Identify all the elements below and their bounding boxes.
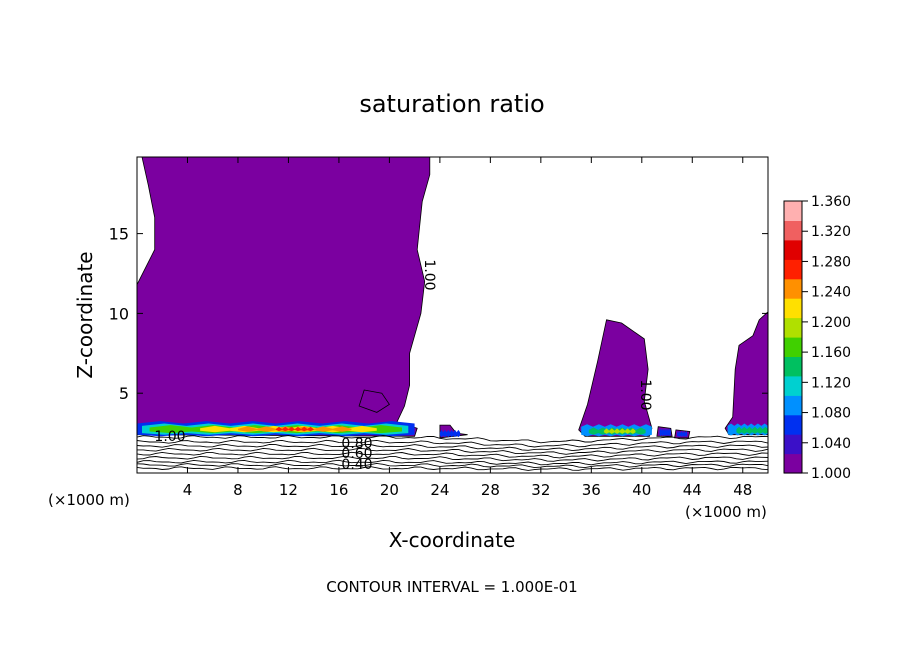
- colorbar-segment: [784, 259, 802, 280]
- contour-label: 1.00: [637, 379, 653, 410]
- saturated-region: [358, 389, 390, 413]
- contour-label: 1.00: [154, 429, 185, 445]
- colorbar-tick-label: 1.000: [811, 466, 851, 482]
- contour-interval-note: CONTOUR INTERVAL = 1.000E-01: [326, 578, 577, 596]
- y-axis-label: Z-coordinate: [73, 251, 97, 378]
- colorbar: [784, 201, 802, 474]
- x-tick-label: 4: [183, 481, 193, 499]
- supersaturation-bands: [137, 421, 768, 438]
- colorbar-segment: [784, 278, 802, 299]
- x-axis-ticks: 4 8 12 16 20 24 28 32 36 40 44 48: [183, 157, 752, 499]
- supersaturation-band: [659, 428, 671, 437]
- colorbar-tick-label: 1.160: [811, 345, 851, 361]
- saturated-region: [578, 319, 653, 437]
- contour-line: [137, 443, 768, 452]
- y-tick-label: 10: [109, 304, 129, 323]
- supersaturation-band: [275, 426, 314, 432]
- x-unit-left: (×1000 m): [48, 491, 130, 509]
- contour-line: [137, 447, 768, 455]
- contour-line: [137, 462, 768, 469]
- supersaturation-band: [677, 430, 688, 438]
- x-tick-label: 36: [582, 481, 601, 499]
- colorbar-tick-label: 1.120: [811, 375, 851, 391]
- contour-labels: 1.00 1.00 1.00 0.800.600.40: [154, 259, 653, 473]
- supersaturation-band: [603, 428, 636, 434]
- colorbar-frame: [783, 200, 803, 474]
- subsaturated-contours: [137, 435, 768, 471]
- contour-line: [137, 451, 768, 459]
- colorbar-tick-label: 1.200: [811, 315, 851, 331]
- saturated-region: [137, 157, 431, 437]
- colorbar-segment: [784, 220, 802, 241]
- colorbar-segment: [784, 337, 802, 357]
- x-tick-label: 44: [683, 481, 702, 499]
- contour-line: [137, 459, 768, 466]
- x-tick-label: 28: [481, 481, 500, 499]
- y-tick-label: 5: [119, 384, 129, 403]
- contour-label: 0.40: [341, 457, 372, 473]
- x-tick-label: 24: [430, 481, 449, 499]
- y-tick-label: 15: [109, 225, 129, 244]
- colorbar-segment: [784, 239, 802, 260]
- colorbar-tick-label: 1.240: [811, 285, 851, 301]
- saturated-region: [724, 311, 768, 436]
- x-tick-label: 32: [531, 481, 550, 499]
- colorbar-segment: [784, 298, 802, 319]
- colorbar-segment: [784, 201, 802, 221]
- colorbar-segment: [784, 375, 802, 396]
- contour-label: 0.80: [341, 436, 372, 452]
- colorbar-tick-label: 1.320: [811, 224, 851, 240]
- colorbar-tick-label: 1.360: [811, 194, 851, 210]
- contour-line: [137, 466, 768, 471]
- contour-line: [137, 455, 768, 462]
- x-tick-label: 48: [733, 481, 752, 499]
- contour-line: [137, 439, 768, 448]
- contour-line: [137, 435, 768, 444]
- colorbar-tick-label: 1.280: [811, 254, 851, 270]
- x-tick-label: 8: [233, 481, 243, 499]
- contour-label: 1.00: [421, 259, 437, 290]
- chart-title: saturation ratio: [359, 90, 544, 118]
- x-axis-label: X-coordinate: [389, 528, 516, 552]
- colorbar-segment: [784, 434, 802, 455]
- y-axis-ticks: 5 10 15: [109, 225, 768, 403]
- x-tick-label: 20: [380, 481, 399, 499]
- x-tick-label: 16: [329, 481, 348, 499]
- colorbar-tick-label: 1.040: [811, 436, 851, 452]
- colorbar-tick-labels: 1.360 1.320 1.280 1.240 1.200 1.160 1.120 1.080…: [802, 194, 851, 482]
- colorbar-tick-label: 1.080: [811, 406, 851, 422]
- supersaturation-band: [439, 429, 461, 438]
- x-unit-right: (×1000 m): [685, 503, 767, 521]
- x-tick-label: 40: [632, 481, 651, 499]
- x-tick-label: 12: [279, 481, 298, 499]
- colorbar-segment: [784, 414, 802, 435]
- plot-area: [137, 157, 768, 471]
- plot-frame: [136, 156, 769, 474]
- contour-label: 0.60: [341, 446, 372, 462]
- supersaturation-band: [736, 426, 768, 434]
- colorbar-segment: [784, 317, 802, 338]
- colorbar-segment: [784, 356, 802, 377]
- colorbar-segment: [784, 453, 802, 474]
- saturated-regions: [137, 157, 768, 439]
- colorbar-segment: [784, 395, 802, 416]
